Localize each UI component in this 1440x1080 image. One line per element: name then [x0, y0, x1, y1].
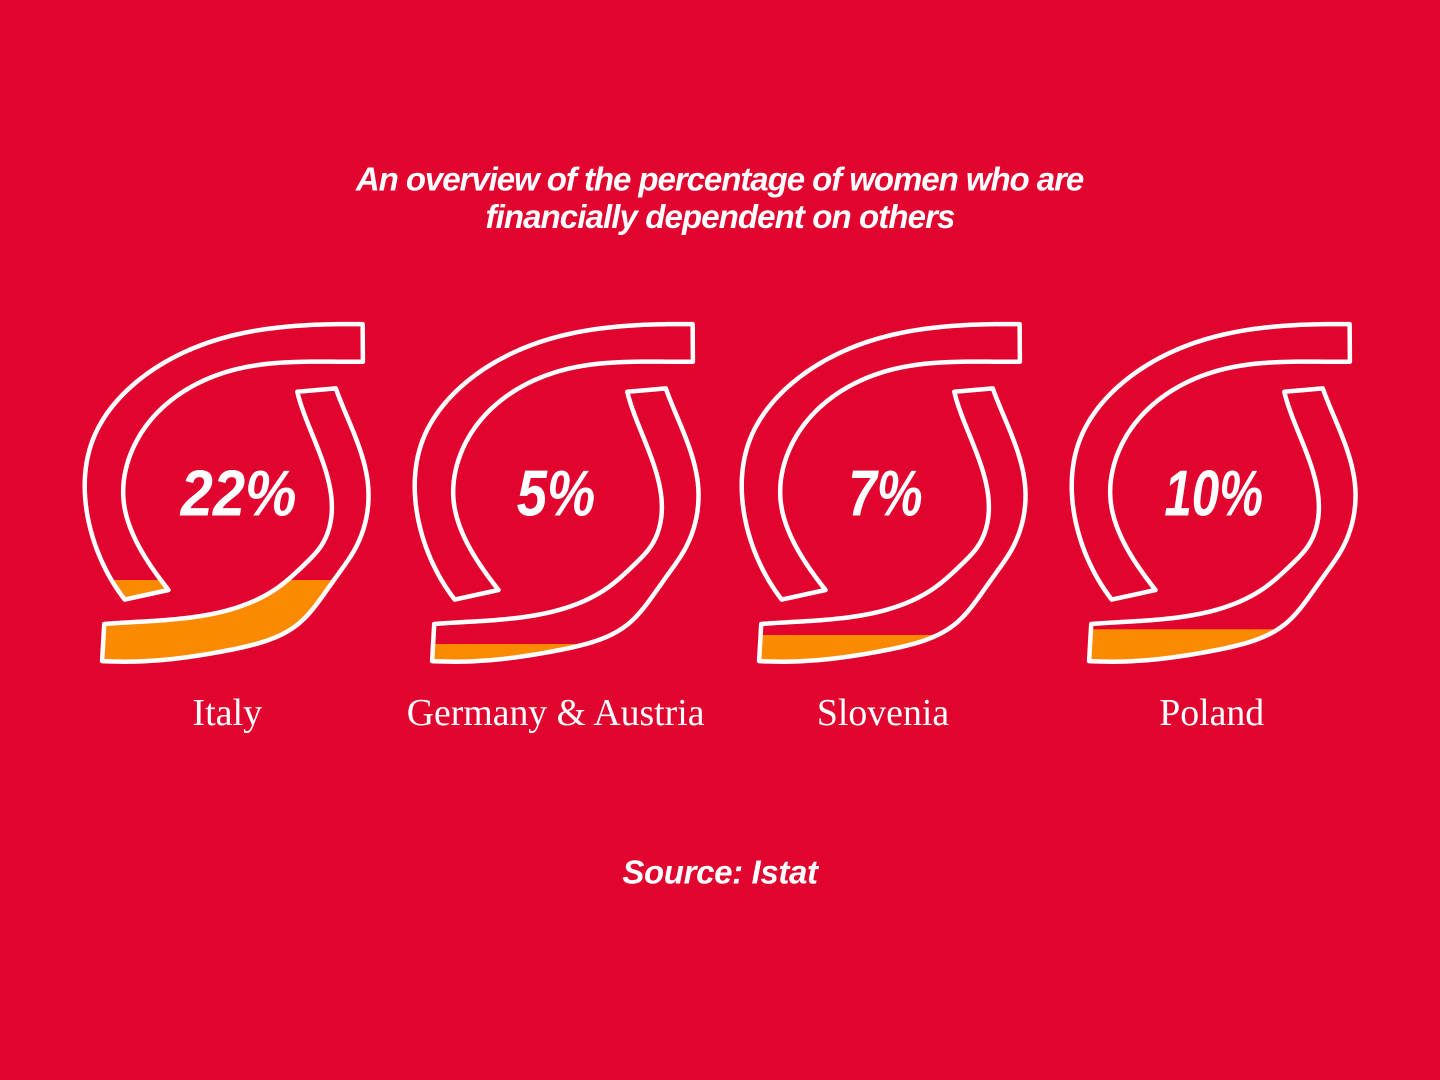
svg-text:5%: 5%: [517, 457, 596, 530]
svg-text:Source: Istat: Source: Istat: [622, 853, 820, 890]
svg-text:financially dependent on other: financially dependent on others: [485, 198, 955, 235]
svg-text:7%: 7%: [848, 457, 922, 530]
svg-text:Slovenia: Slovenia: [817, 692, 949, 734]
svg-text:An overview of the percentage: An overview of the percentage of women w…: [355, 161, 1084, 198]
svg-text:Germany & Austria: Germany & Austria: [407, 692, 705, 734]
svg-text:Italy: Italy: [192, 692, 262, 734]
svg-text:10%: 10%: [1164, 457, 1263, 530]
svg-text:22%: 22%: [179, 457, 297, 530]
svg-text:Poland: Poland: [1159, 692, 1264, 734]
